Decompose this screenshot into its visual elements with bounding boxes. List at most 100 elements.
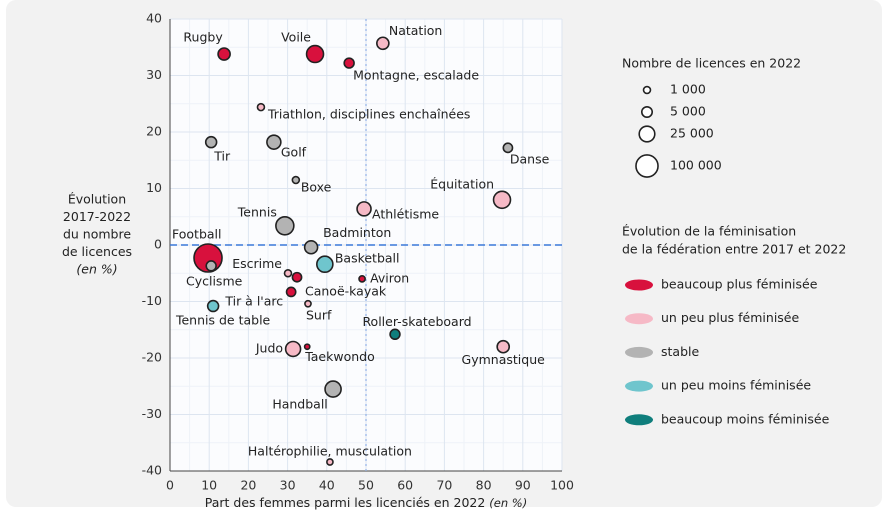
point-label: Tir à l'arc xyxy=(224,293,283,308)
bubble xyxy=(326,458,334,466)
bubble xyxy=(285,286,297,298)
y-axis-title: Évolution xyxy=(68,192,126,207)
bubble xyxy=(492,190,512,210)
point-label: Handball xyxy=(272,397,327,412)
bubble xyxy=(266,134,282,150)
legend-size-label: 5 000 xyxy=(670,104,706,119)
legend-size xyxy=(642,85,652,95)
bubble xyxy=(324,380,342,398)
bubble xyxy=(303,239,319,255)
point-label: Haltérophilie, musculation xyxy=(248,443,412,458)
point-label: Roller-skateboard xyxy=(362,314,471,329)
point-label: Tennis de table xyxy=(175,313,271,328)
x-tick-label: 10 xyxy=(201,478,217,493)
bubble xyxy=(206,299,220,313)
x-tick-label: 50 xyxy=(358,478,374,493)
bubble xyxy=(358,275,366,283)
x-tick-label: 90 xyxy=(515,478,531,493)
y-tick-label: 40 xyxy=(146,11,162,26)
legend-size-label: 100 000 xyxy=(670,158,722,173)
point-label: Canoë-kayak xyxy=(305,284,387,299)
point-label: Basketball xyxy=(335,251,400,266)
legend-label: un peu moins féminisée xyxy=(661,378,811,393)
point-label: Tennis xyxy=(237,204,277,219)
legend-label: beaucoup moins féminisée xyxy=(661,411,830,426)
legend-size-label: 1 000 xyxy=(670,82,706,97)
point-label: Danse xyxy=(510,151,550,166)
x-axis-title: Part des femmes parmi les licenciés en 2… xyxy=(205,495,527,510)
x-tick-label: 30 xyxy=(280,478,296,493)
bubble xyxy=(356,201,372,217)
point-label: Badminton xyxy=(323,225,391,240)
point-label: Voile xyxy=(281,30,311,45)
point-label: Boxe xyxy=(301,180,332,195)
y-tick-label: 20 xyxy=(146,124,162,139)
bubble xyxy=(205,260,217,272)
y-tick-label: -40 xyxy=(142,463,162,478)
point-label: Aviron xyxy=(370,270,409,285)
bubble xyxy=(291,175,301,185)
legend-title: Nombre de licences en 2022 xyxy=(622,56,801,71)
bubble xyxy=(291,271,303,283)
y-axis-title: de licences xyxy=(62,244,132,259)
point-label: Triathlon, disciplines enchaînées xyxy=(267,107,470,122)
point-label: Football xyxy=(172,226,221,241)
bubble xyxy=(343,57,355,69)
legend-swatch xyxy=(625,414,653,426)
legend-label: un peu plus féminisée xyxy=(661,310,799,325)
legend-swatch xyxy=(625,279,653,291)
point-label: Judo xyxy=(255,340,283,355)
x-tick-label: 80 xyxy=(476,478,492,493)
bubble xyxy=(376,36,390,51)
legend-size xyxy=(640,105,654,119)
x-tick-label: 40 xyxy=(319,478,335,493)
point-label: Escrime xyxy=(232,256,282,271)
legend-size-label: 25 000 xyxy=(670,126,714,141)
legend-label: stable xyxy=(661,344,699,359)
bubble xyxy=(316,255,334,274)
bubble xyxy=(389,328,401,341)
point-label: Équitation xyxy=(430,176,494,191)
legend-label: beaucoup plus féminisée xyxy=(661,277,818,292)
y-axis-title: 2017-2022 xyxy=(63,209,131,224)
bubble xyxy=(256,102,266,112)
legend-swatch xyxy=(625,346,653,358)
point-label: Golf xyxy=(281,145,307,160)
x-axis-title-text: Part des femmes parmi les licenciés en 2… xyxy=(205,495,486,510)
legend-size xyxy=(635,154,659,178)
point-label: Cyclisme xyxy=(186,273,243,288)
point-label: Taekwondo xyxy=(304,349,375,364)
point-label: Gymnastique xyxy=(462,352,546,367)
point-label: Tir xyxy=(213,149,231,164)
legend-swatch xyxy=(625,380,653,392)
y-tick-label: -10 xyxy=(142,293,162,308)
legend-size xyxy=(638,125,656,143)
bubble xyxy=(304,299,312,308)
y-axis-title: du nombre xyxy=(63,227,131,242)
x-axis-unit: (en %) xyxy=(489,496,527,510)
legend-title: Évolution de la féminisation xyxy=(622,224,796,239)
bubble xyxy=(275,216,295,236)
y-tick-label: 10 xyxy=(146,180,162,195)
point-label: Athlétisme xyxy=(372,206,439,221)
x-tick-label: 20 xyxy=(240,478,256,493)
y-tick-label: 0 xyxy=(154,237,162,252)
bubble xyxy=(496,339,511,354)
bubble xyxy=(502,142,514,154)
y-tick-label: -20 xyxy=(142,350,162,365)
point-label: Surf xyxy=(306,307,332,322)
bubble xyxy=(217,47,231,61)
point-label: Natation xyxy=(389,23,443,38)
point-label: Rugby xyxy=(183,30,223,45)
x-tick-label: 0 xyxy=(166,478,174,493)
y-tick-label: -30 xyxy=(142,406,162,421)
x-tick-label: 60 xyxy=(397,478,413,493)
point-label: Montagne, escalade xyxy=(353,68,479,83)
legend-title: de la fédération entre 2017 et 2022 xyxy=(622,242,846,257)
bubble xyxy=(303,343,311,351)
y-tick-label: 30 xyxy=(146,67,162,82)
y-axis-unit: (en %) xyxy=(76,262,117,277)
bubble xyxy=(204,135,218,149)
